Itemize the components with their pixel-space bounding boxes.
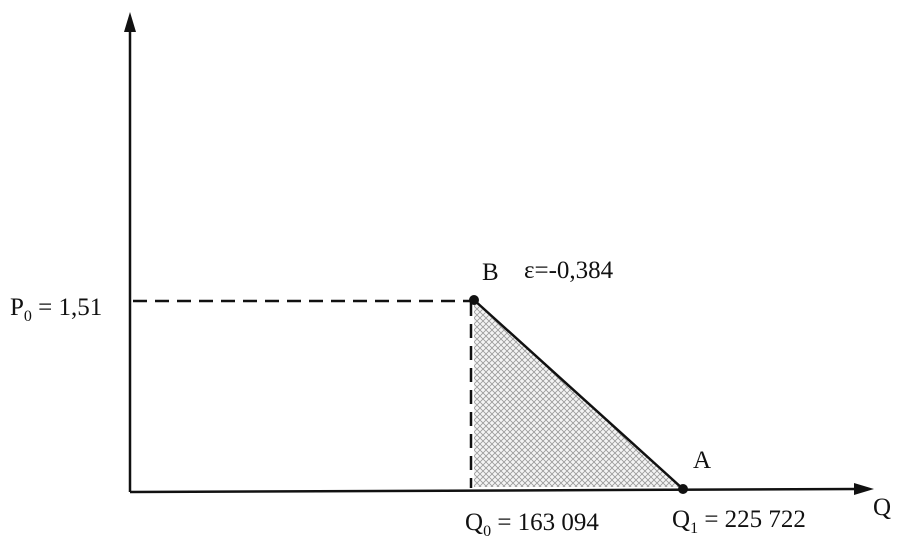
point-a [678,484,688,494]
point-a-label: A [693,447,711,474]
label-part: Q [465,509,483,536]
label-part: = 1,51 [32,294,102,321]
elasticity-label: ε=-0,384 [524,257,614,284]
q0-label: Q0 = 163 094 [465,509,599,537]
label-part: = 225 722 [698,506,806,533]
label-part: 0 [483,523,491,537]
label-part: 1 [690,520,698,537]
label-part: Q [672,506,690,533]
demand-line [473,299,684,490]
point-b [469,295,479,305]
x-axis [129,487,859,494]
p0-label: P0 = 1,51 [10,294,102,325]
label-part: = 163 094 [491,509,599,536]
point-b-label: B [482,259,499,286]
q1-label: Q1 = 225 722 [672,506,806,537]
label-part: P [10,294,24,321]
label-part: 0 [24,308,32,325]
x-axis-label: Q [873,494,891,521]
x-axis-arrow [854,483,874,495]
y-axis-arrow [124,12,136,32]
